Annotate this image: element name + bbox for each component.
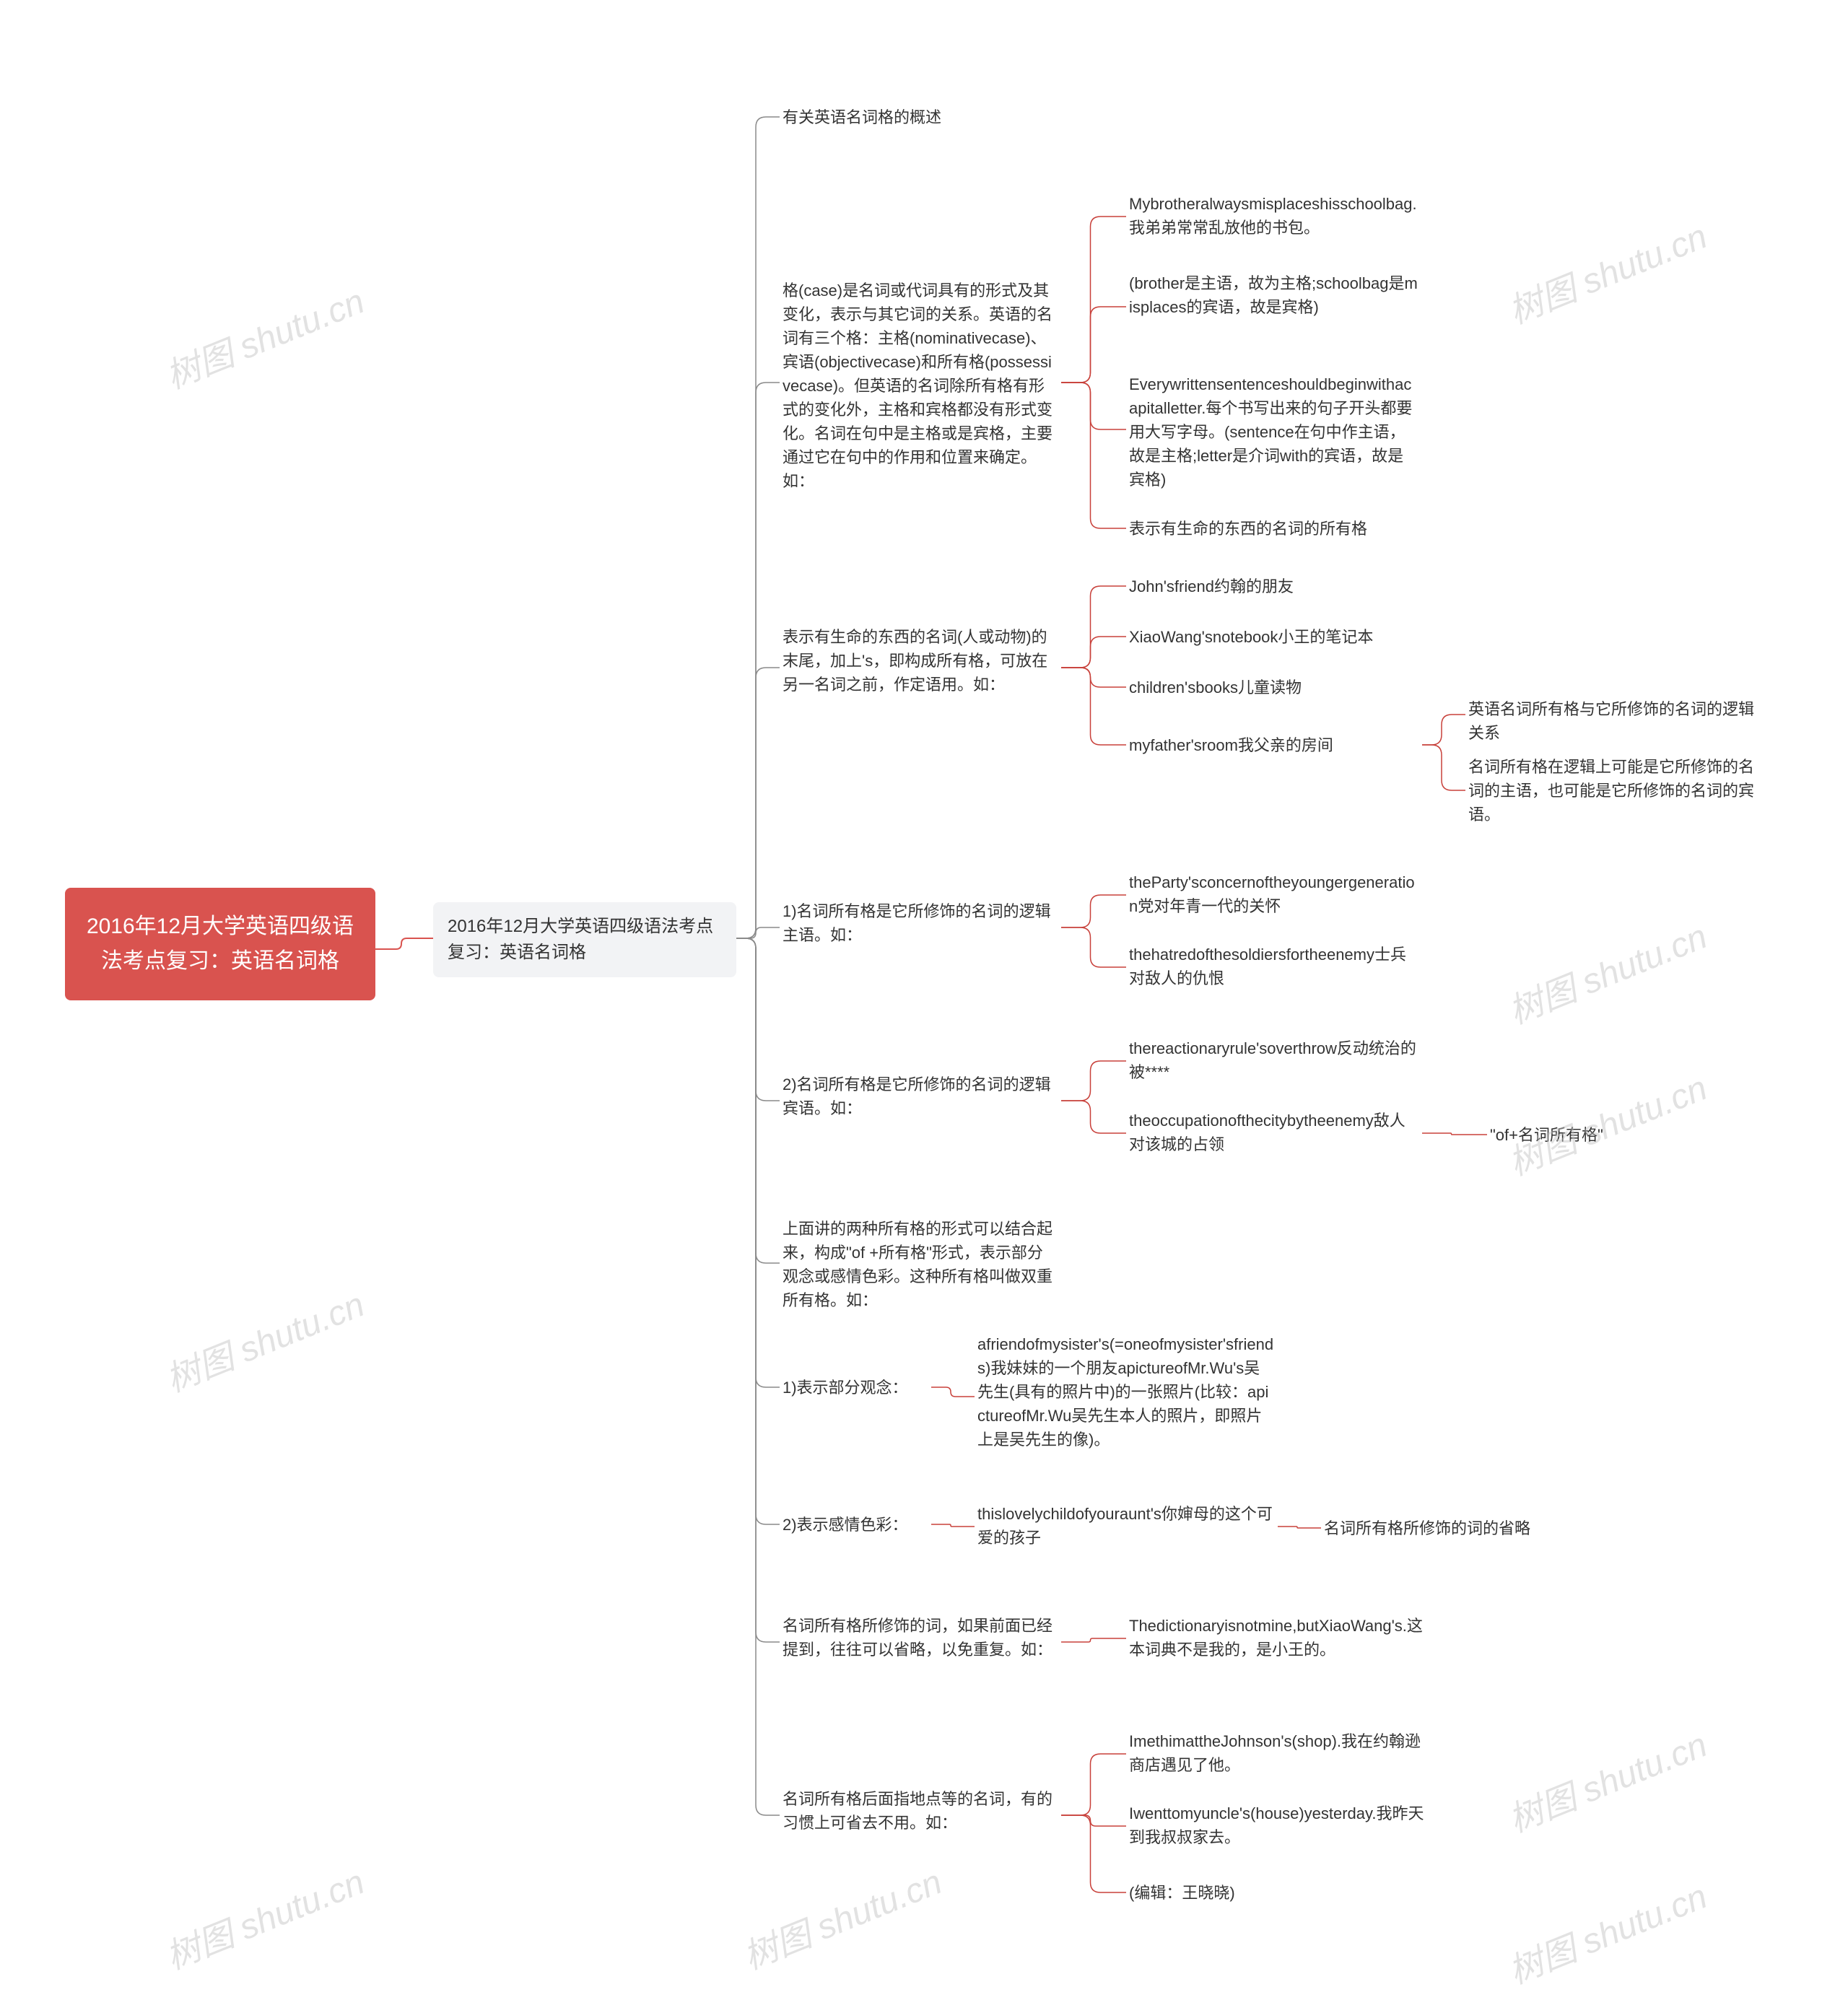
edge-n_logic2-n_logic2b [1061, 1101, 1126, 1133]
node-n_part_a[interactable]: afriendofmysister's(=oneofmysister'sfrie… [975, 1328, 1278, 1456]
edge-n_logic2-n_logic2a [1061, 1061, 1126, 1101]
node-root[interactable]: 2016年12月大学英语四级语法考点复习：英语名词格 [65, 888, 375, 1000]
node-n_logic1[interactable]: 1)名词所有格是它所修饰的名词的逻辑主语。如： [780, 895, 1061, 951]
edge-n_logic2b-n_logic2b1 [1422, 1133, 1487, 1135]
node-n_liv_c[interactable]: children'sbooks儿童读物 [1126, 671, 1422, 704]
edge-l2-n_living [736, 668, 780, 938]
edge-l2-n_place [736, 938, 780, 1815]
node-n_emotion_b[interactable]: 名词所有格所修饰的词的省略 [1321, 1512, 1566, 1545]
edge-n_case-n_case_b [1061, 307, 1126, 383]
node-n_liv_a[interactable]: John'sfriend约翰的朋友 [1126, 570, 1422, 603]
edge-l2-n_overview [736, 117, 780, 938]
watermark: 树图 shutu.cn [157, 1276, 370, 1402]
node-n_part[interactable]: 1)表示部分观念： [780, 1371, 931, 1404]
edge-l2-n_case [736, 383, 780, 938]
edge-n_living-n_liv_a [1061, 586, 1126, 668]
node-n_place_a[interactable]: ImethimattheJohnson's(shop).我在约翰逊商店遇见了他。 [1126, 1725, 1429, 1781]
node-n_place[interactable]: 名词所有格后面指地点等的名词，有的习惯上可省去不用。如： [780, 1783, 1061, 1839]
edge-n_place-n_place_c [1061, 1815, 1126, 1892]
edge-n_emotion-n_emotion_a [931, 1524, 975, 1527]
node-n_emotion[interactable]: 2)表示感情色彩： [780, 1508, 931, 1541]
edge-n_living-n_liv_d [1061, 668, 1126, 745]
node-n_omit[interactable]: 名词所有格所修饰的词，如果前面已经提到，往往可以省略，以免重复。如： [780, 1610, 1061, 1666]
mindmap-canvas: 2016年12月大学英语四级语法考点复习：英语名词格 2016年12月大学英语四级… [0, 0, 1848, 2000]
edge-l2-n_double [736, 938, 780, 1263]
edge-n_case-n_case_d [1061, 383, 1126, 528]
node-n_liv_d2[interactable]: 名词所有格在逻辑上可能是它所修饰的名词的主语，也可能是它所修饰的名词的宾语。 [1465, 751, 1761, 831]
watermark: 树图 shutu.cn [1499, 908, 1713, 1034]
edge-n_case-n_case_a [1061, 217, 1126, 383]
watermark: 树图 shutu.cn [1499, 1868, 1713, 1994]
edge-n_living-n_liv_c [1061, 668, 1126, 687]
edge-n_liv_d-n_liv_d1 [1422, 715, 1465, 745]
node-n_logic2a[interactable]: thereactionaryrule'soverthrow反动统治的被**** [1126, 1032, 1422, 1088]
node-n_logic1b[interactable]: thehatredofthesoldiersfortheenemy士兵对敌人的仇… [1126, 938, 1422, 995]
edge-root-l2 [375, 938, 433, 949]
watermark: 树图 shutu.cn [1499, 1716, 1713, 1842]
edge-n_place-n_place_b [1061, 1815, 1126, 1826]
edge-n_part-n_part_a [931, 1387, 975, 1397]
edge-n_liv_d-n_liv_d2 [1422, 745, 1465, 790]
edge-l2-n_logic1 [736, 927, 780, 938]
node-n_case_b[interactable]: (brother是主语，故为主格;schoolbag是misplaces的宾语，… [1126, 267, 1422, 323]
edge-n_emotion_a-n_emotion_b [1278, 1527, 1321, 1528]
edge-n_logic1-n_logic1a [1061, 895, 1126, 927]
node-n_logic2[interactable]: 2)名词所有格是它所修饰的名词的逻辑宾语。如： [780, 1068, 1061, 1125]
node-n_logic2b[interactable]: theoccupationofthecitybytheenemy敌人对该城的占领 [1126, 1104, 1422, 1161]
watermark: 树图 shutu.cn [157, 1853, 370, 1979]
node-n_place_b[interactable]: Iwenttomyuncle's(house)yesterday.我昨天到我叔叔… [1126, 1797, 1429, 1853]
edge-n_omit-n_omit_a [1061, 1638, 1126, 1642]
node-n_overview[interactable]: 有关英语名词格的概述 [780, 101, 1061, 134]
edge-n_case-n_case_c [1061, 383, 1126, 429]
edge-l2-n_emotion [736, 938, 780, 1524]
node-n_living[interactable]: 表示有生命的东西的名词(人或动物)的末尾，加上's，即构成所有格，可放在另一名词… [780, 621, 1061, 701]
edge-n_place-n_place_a [1061, 1754, 1126, 1815]
node-n_emotion_a[interactable]: thislovelychildofyouraunt's你婶母的这个可爱的孩子 [975, 1498, 1278, 1554]
node-n_logic1a[interactable]: theParty'sconcernoftheyoungergeneration党… [1126, 866, 1422, 922]
edge-l2-n_omit [736, 938, 780, 1642]
edge-l2-n_logic2 [736, 938, 780, 1101]
node-n_case[interactable]: 格(case)是名词或代词具有的形式及其变化，表示与其它词的关系。英语的名词有三… [780, 274, 1061, 497]
node-n_logic2b1[interactable]: "of+名词所有格" [1487, 1119, 1675, 1151]
node-n_liv_d[interactable]: myfather'sroom我父亲的房间 [1126, 729, 1422, 761]
node-n_liv_d1[interactable]: 英语名词所有格与它所修饰的名词的逻辑关系 [1465, 693, 1761, 749]
node-n_omit_a[interactable]: Thedictionaryisnotmine,butXiaoWang's.这本词… [1126, 1610, 1429, 1666]
watermark: 树图 shutu.cn [157, 273, 370, 398]
watermark: 树图 shutu.cn [734, 1853, 948, 1979]
edge-n_living-n_liv_b [1061, 637, 1126, 668]
node-n_place_c[interactable]: (编辑：王晓晓) [1126, 1877, 1429, 1909]
edge-l2-n_part [736, 938, 780, 1387]
node-n_case_a[interactable]: Mybrotheralwaysmisplaceshisschoolbag.我弟弟… [1126, 188, 1422, 244]
watermark: 树图 shutu.cn [1499, 208, 1713, 333]
node-l2[interactable]: 2016年12月大学英语四级语法考点复习：英语名词格 [433, 902, 736, 977]
node-n_liv_b[interactable]: XiaoWang'snotebook小王的笔记本 [1126, 621, 1422, 653]
edge-n_logic1-n_logic1b [1061, 927, 1126, 967]
node-n_double[interactable]: 上面讲的两种所有格的形式可以结合起来，构成"of +所有格"形式，表示部分观念或… [780, 1213, 1061, 1316]
node-n_case_c[interactable]: Everywrittensentenceshouldbeginwithacapi… [1126, 368, 1422, 496]
node-n_case_d[interactable]: 表示有生命的东西的名词的所有格 [1126, 512, 1422, 545]
